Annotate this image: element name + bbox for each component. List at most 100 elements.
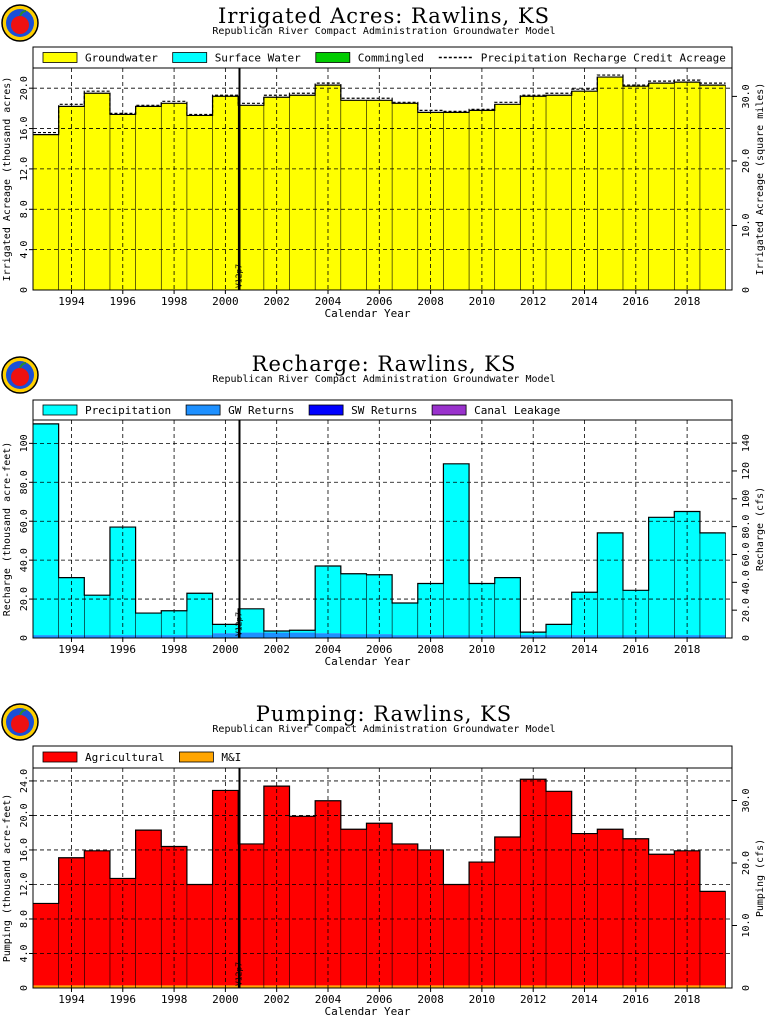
bar-segment: [340, 829, 367, 986]
x-tick-label: 2008: [417, 643, 444, 656]
chart-subtitle: Republican River Compact Administration …: [212, 26, 556, 37]
x-tick-label: 2016: [623, 993, 650, 1006]
y2-axis-label: Irrigated Acreage (square miles): [755, 83, 766, 276]
bar-segment: [340, 573, 367, 635]
bar-segment: [366, 634, 393, 638]
x-tick-label: 2014: [571, 295, 598, 308]
bar-segment: [33, 423, 59, 636]
pumping-panel: Pumping: Rawlins, KS Republican River Co…: [0, 694, 768, 1024]
chart-subtitle: Republican River Compact Administration …: [212, 374, 556, 385]
pumping-chart: Agricultural M&I V12p7 4.0 8.0 12.0 16.0 20.0 24…: [2, 745, 766, 1018]
bar-segment: [494, 104, 521, 290]
bar-segment: [443, 884, 470, 986]
y2-tick-label: 0: [741, 635, 752, 641]
bar-segment: [289, 630, 316, 633]
bar-segment: [494, 635, 521, 638]
plot-frame: [32, 419, 733, 639]
y-axis-label: Pumping (thousand acre-feet): [2, 794, 13, 963]
x-tick-label: 2018: [674, 993, 701, 1006]
x-tick-label: 2012: [520, 643, 547, 656]
bar-segment: [648, 854, 675, 986]
series-outline: [33, 778, 726, 905]
x-tick-label: 2010: [469, 993, 496, 1006]
legend-label: SW Returns: [351, 404, 417, 417]
bar-segment: [289, 632, 316, 638]
y-tick-label: 20.0: [19, 76, 30, 100]
recharge-credit-line: [33, 74, 726, 134]
y2-tick-label: 10.0: [741, 913, 752, 937]
x-tick-label: 1996: [110, 993, 137, 1006]
bar-segment: [699, 891, 726, 986]
x-tick-label: 2002: [263, 993, 290, 1006]
legend-swatch: [315, 52, 351, 63]
x-tick-label: 2000: [212, 295, 239, 308]
bar-segment: [186, 985, 213, 988]
y-tick-label: 16.0: [19, 116, 30, 140]
bar-segment: [212, 633, 239, 638]
bar-segment: [212, 624, 239, 634]
bar-segment: [546, 624, 572, 636]
bar-segment: [135, 106, 162, 290]
irrigated-acres-chart: Groundwater Surface Water Commingled Precip…: [2, 46, 766, 320]
bar-segment: [648, 517, 675, 636]
y2-axis-label: Pumping (cfs): [755, 839, 766, 917]
x-axis-label: Calendar Year: [324, 307, 410, 320]
chart-subtitle: Republican River Compact Administration …: [212, 724, 556, 735]
bar-segment: [161, 635, 187, 638]
x-tick-label: 2006: [366, 993, 393, 1006]
bar-segment: [135, 830, 162, 986]
recharge-chart: Precipitation GW Returns SW Returns Canal L…: [2, 399, 766, 668]
bar-segment: [469, 110, 495, 290]
bar-segment: [546, 791, 572, 986]
apple-logo-icon: [1, 4, 39, 42]
bar-segment: [84, 635, 110, 638]
x-tick-label: 2012: [520, 295, 547, 308]
legend-label: Precipitation: [85, 404, 171, 417]
apple-logo-icon: [1, 356, 39, 394]
version-marker-label: V12p7: [234, 962, 243, 986]
x-tick-label: 1994: [58, 643, 85, 656]
bar-segment: [392, 985, 418, 988]
x-tick-label: 1998: [161, 643, 188, 656]
bar-segment: [58, 635, 85, 638]
bar-segment: [597, 985, 623, 988]
x-tick-label: 2016: [623, 643, 650, 656]
y2-tick-label: 20.0: [741, 598, 752, 622]
x-tick-label: 1998: [161, 993, 188, 1006]
bar-segment: [546, 985, 572, 988]
bar-segment: [648, 985, 675, 988]
x-axis-label: Calendar Year: [324, 1005, 410, 1018]
y-tick-label: 20.0: [19, 803, 30, 827]
bar-segment: [186, 593, 213, 636]
bar-segment: [571, 635, 598, 638]
bar-segment: [597, 635, 623, 638]
legend-label: GW Returns: [228, 404, 294, 417]
bar-segment: [674, 82, 700, 290]
bar-segment: [238, 632, 264, 638]
y-tick-label: 8.0: [19, 200, 30, 218]
y-tick-label: 60.0: [19, 509, 30, 533]
y-tick-label: 20.0: [19, 587, 30, 611]
x-tick-label: 1996: [110, 643, 137, 656]
bar-segment: [340, 634, 367, 638]
x-tick-label: 2010: [469, 643, 496, 656]
bar-segment: [417, 635, 444, 638]
x-tick-label: 2000: [212, 993, 239, 1006]
version-marker-label: V12p7: [234, 612, 243, 636]
y2-tick-label: 60.0: [741, 542, 752, 566]
legend-swatch: [172, 52, 208, 63]
bar-segment: [674, 635, 700, 638]
bar-segment: [443, 463, 470, 636]
y-tick-label: 80.0: [19, 470, 30, 494]
x-tick-label: 1994: [58, 295, 85, 308]
legend-label: Groundwater: [85, 52, 158, 65]
y-axis-label: Irrigated Acreage (thousand acres): [2, 77, 13, 282]
bar-segment: [699, 532, 726, 636]
y2-tick-label: 0: [741, 985, 752, 991]
plot-frame: [32, 67, 733, 291]
x-tick-label: 2014: [571, 643, 598, 656]
bar-segment: [443, 635, 470, 638]
bar-segment: [33, 985, 59, 988]
bar-segment: [648, 83, 675, 291]
bar-segment: [546, 95, 572, 290]
